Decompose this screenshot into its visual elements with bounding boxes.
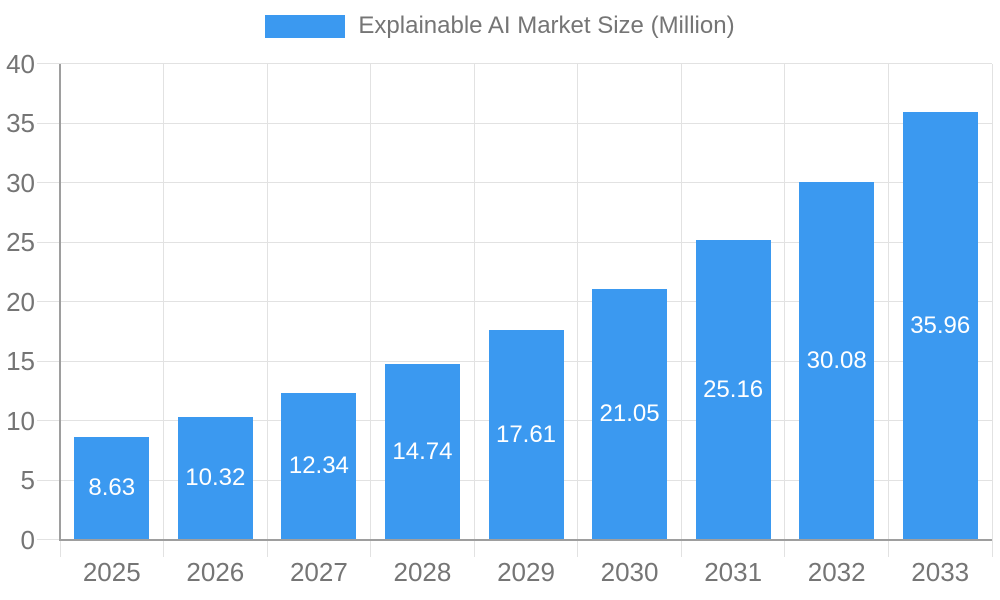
y-tick-label: 5 bbox=[20, 465, 35, 495]
x-tick-label: 2028 bbox=[393, 557, 452, 587]
bar-value-label: 25.16 bbox=[703, 375, 764, 403]
bar-2028[interactable]: 14.74 bbox=[384, 364, 460, 540]
x-tick-label: 2026 bbox=[186, 557, 245, 587]
vertical-gridline bbox=[473, 63, 475, 557]
bar-2026[interactable]: 10.32 bbox=[177, 416, 253, 540]
vertical-gridline bbox=[370, 63, 372, 557]
legend-label: Explainable AI Market Size (Million) bbox=[358, 12, 735, 39]
y-tick-label: 0 bbox=[20, 524, 35, 555]
horizontal-gridline bbox=[37, 122, 992, 124]
bar-value-label: 10.32 bbox=[185, 464, 246, 492]
vertical-gridline bbox=[680, 63, 682, 557]
x-tick-label: 2029 bbox=[497, 557, 555, 587]
bar-2027[interactable]: 12.34 bbox=[281, 392, 357, 540]
y-tick-label: 35 bbox=[6, 108, 35, 138]
vertical-gridline bbox=[784, 63, 786, 557]
legend-swatch-icon bbox=[265, 14, 346, 38]
bar-value-label: 8.63 bbox=[88, 474, 136, 502]
bar-2031[interactable]: 25.16 bbox=[695, 240, 771, 540]
vertical-gridline bbox=[163, 63, 165, 557]
y-tick-label: 30 bbox=[6, 167, 35, 198]
x-tick-label: 2032 bbox=[807, 557, 866, 587]
horizontal-gridline bbox=[37, 63, 992, 64]
bar-2025[interactable]: 8.63 bbox=[74, 436, 150, 540]
horizontal-gridline bbox=[37, 301, 992, 302]
x-tick-label: 2033 bbox=[911, 557, 970, 587]
x-tick-label: 2030 bbox=[600, 557, 659, 587]
chart-legend-item[interactable]: Explainable AI Market Size (Million) bbox=[0, 14, 1000, 38]
x-axis-line bbox=[59, 538, 992, 541]
x-tick-label: 2025 bbox=[82, 557, 141, 587]
y-tick-label: 20 bbox=[6, 286, 35, 317]
bar-value-label: 17.61 bbox=[495, 420, 557, 448]
bar-2033[interactable]: 35.96 bbox=[902, 111, 978, 540]
bar-2030[interactable]: 21.05 bbox=[592, 289, 668, 540]
bar-value-label: 14.74 bbox=[392, 437, 453, 465]
x-tick-label: 2031 bbox=[704, 557, 763, 587]
y-axis-line bbox=[59, 63, 61, 540]
bar-value-label: 35.96 bbox=[910, 311, 971, 339]
y-tick-label: 15 bbox=[6, 346, 35, 376]
bar-2029[interactable]: 17.61 bbox=[488, 329, 564, 540]
y-tick-label: 25 bbox=[6, 227, 35, 257]
vertical-gridline bbox=[266, 63, 268, 557]
vertical-gridline bbox=[887, 63, 889, 557]
y-tick-label: 40 bbox=[6, 48, 35, 79]
horizontal-gridline bbox=[37, 241, 992, 243]
horizontal-gridline bbox=[37, 182, 992, 183]
y-tick-label: 10 bbox=[6, 405, 35, 436]
bar-value-label: 30.08 bbox=[806, 346, 867, 374]
vertical-gridline bbox=[991, 63, 993, 557]
bar-value-label: 12.34 bbox=[288, 452, 349, 480]
x-tick-label: 2027 bbox=[289, 557, 348, 587]
bar-value-label: 21.05 bbox=[599, 400, 660, 428]
vertical-gridline bbox=[577, 63, 579, 557]
bar-2032[interactable]: 30.08 bbox=[799, 181, 875, 540]
